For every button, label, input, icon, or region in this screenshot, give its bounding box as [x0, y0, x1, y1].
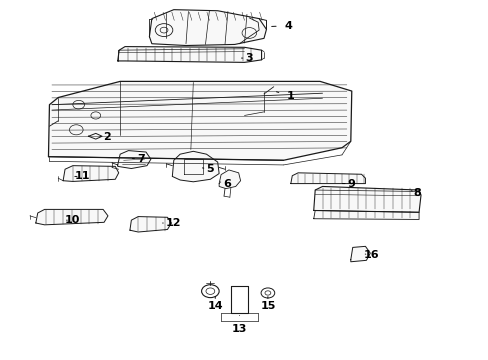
Text: 13: 13	[231, 315, 247, 334]
Polygon shape	[149, 10, 266, 45]
Text: 6: 6	[220, 179, 231, 189]
Text: 4: 4	[271, 21, 292, 31]
Text: 3: 3	[241, 53, 253, 63]
Polygon shape	[313, 186, 420, 212]
Polygon shape	[63, 166, 119, 181]
Text: 14: 14	[207, 297, 223, 311]
Text: 10: 10	[65, 215, 81, 225]
Polygon shape	[350, 246, 369, 262]
Text: 9: 9	[342, 179, 355, 189]
Polygon shape	[118, 150, 151, 168]
Polygon shape	[130, 217, 171, 232]
Text: 7: 7	[132, 154, 145, 164]
Polygon shape	[172, 151, 219, 182]
Polygon shape	[118, 46, 261, 62]
Polygon shape	[313, 211, 418, 220]
Text: 15: 15	[260, 297, 275, 311]
Text: 5: 5	[202, 164, 214, 174]
Polygon shape	[48, 81, 351, 160]
Text: 8: 8	[410, 188, 421, 198]
Polygon shape	[219, 170, 240, 189]
Text: 16: 16	[363, 250, 378, 260]
Text: 12: 12	[162, 218, 181, 228]
Text: 2: 2	[100, 132, 111, 142]
Text: 1: 1	[276, 91, 294, 101]
Polygon shape	[290, 173, 365, 184]
Polygon shape	[36, 210, 108, 225]
Text: 11: 11	[75, 171, 90, 181]
